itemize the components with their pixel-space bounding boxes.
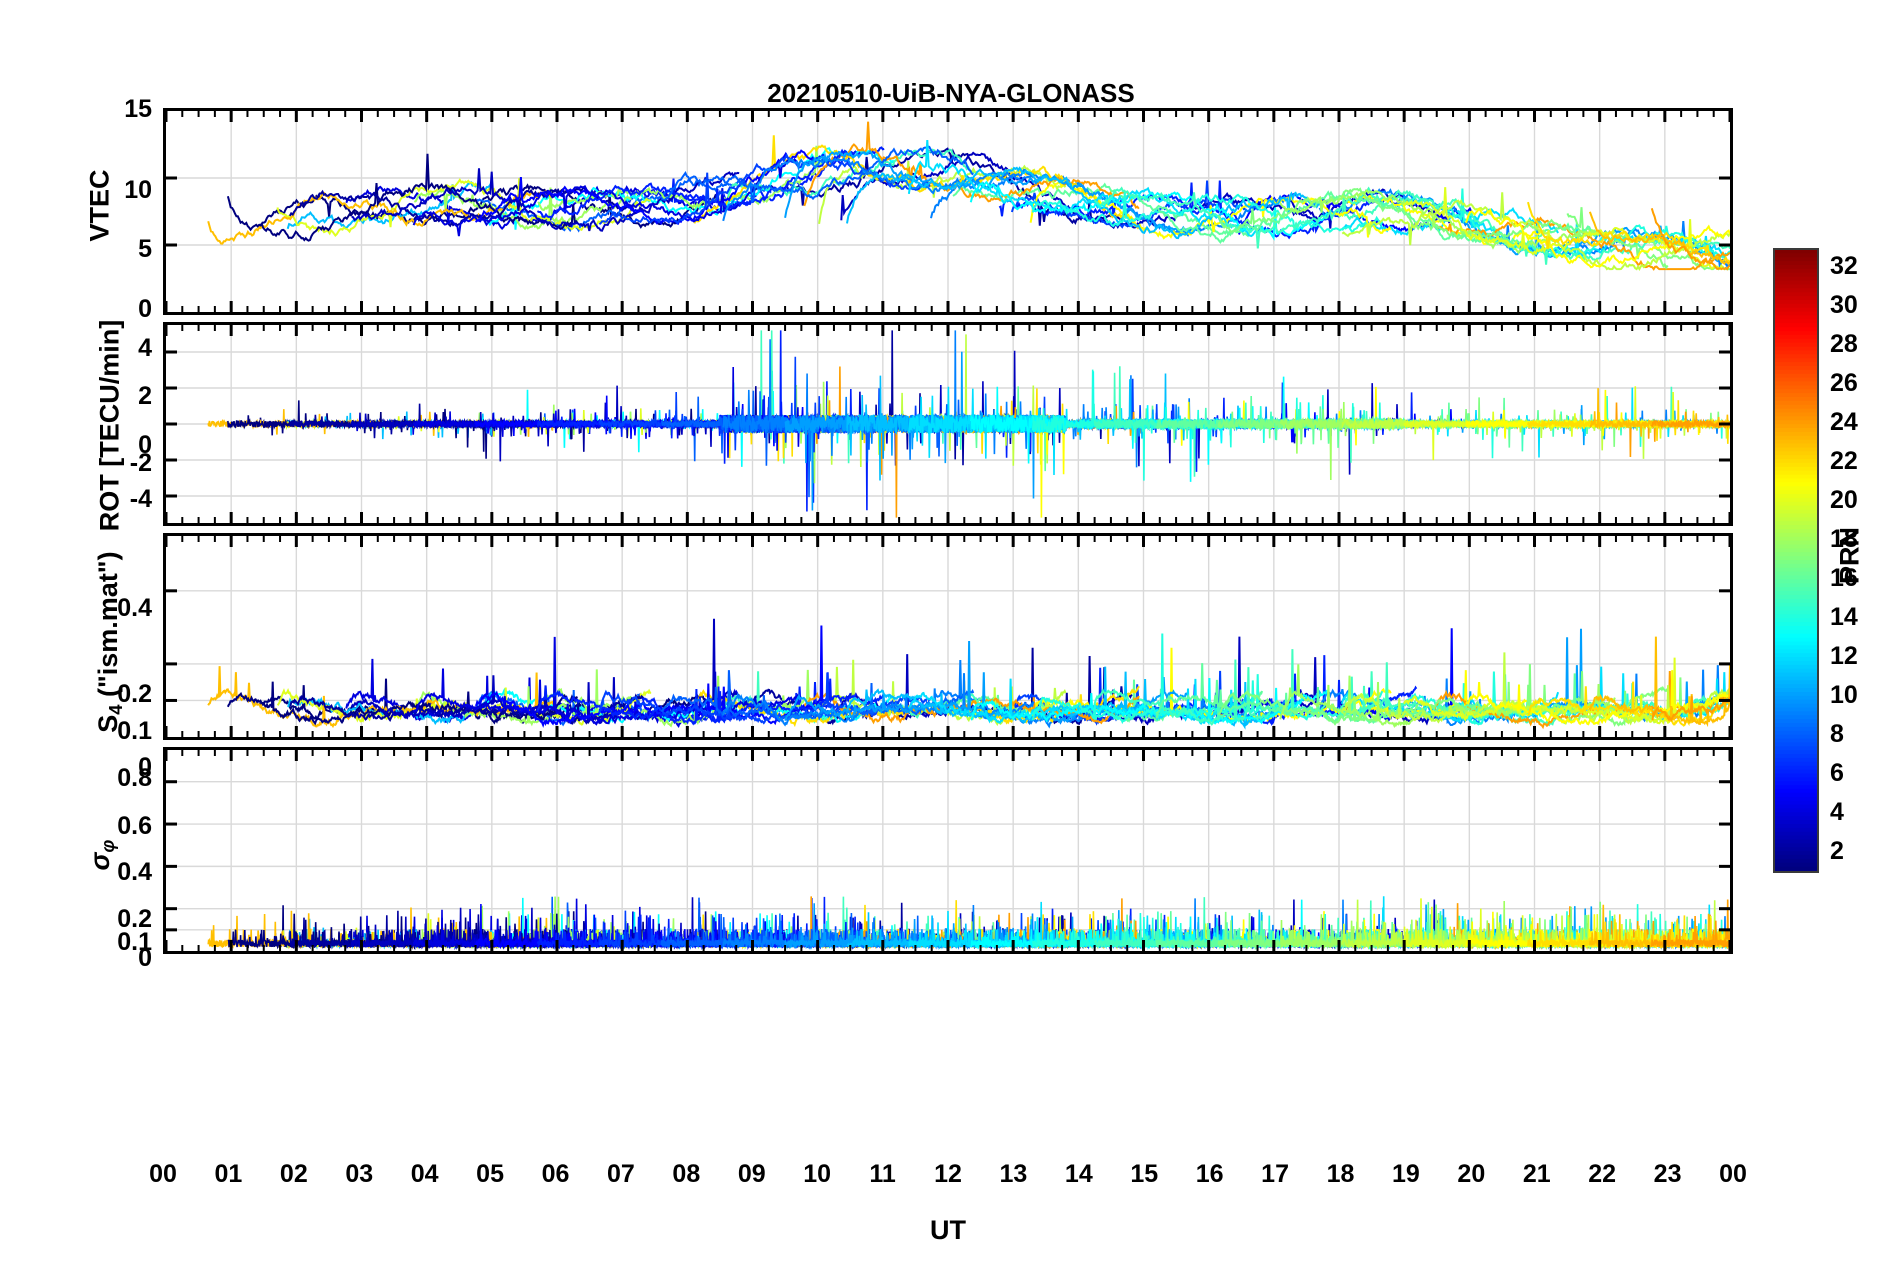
x-axis-tick: 09 bbox=[737, 1160, 766, 1188]
page-title: 20210510-UiB-NYA-GLONASS bbox=[767, 78, 1135, 108]
colorbar-tick: 6 bbox=[1830, 759, 1844, 788]
x-axis-tick: 08 bbox=[672, 1160, 701, 1188]
colorbar-tick: 20 bbox=[1830, 485, 1858, 514]
phi-symbol: φ bbox=[97, 839, 119, 853]
rot-ytick: -2 bbox=[129, 449, 152, 477]
colorbar-tick: 30 bbox=[1830, 290, 1858, 319]
x-axis-tick: 02 bbox=[279, 1160, 308, 1188]
s4-plot bbox=[166, 536, 1730, 737]
x-axis-tick: 04 bbox=[410, 1160, 439, 1188]
sigma-ytick: 0.2 bbox=[117, 905, 152, 933]
colorbar-tick: 26 bbox=[1830, 368, 1858, 397]
x-axis-tick: 15 bbox=[1130, 1160, 1159, 1188]
x-axis-tick: 00 bbox=[1719, 1160, 1747, 1188]
x-axis-tick: 07 bbox=[607, 1160, 635, 1188]
x-axis-tick: 12 bbox=[934, 1160, 962, 1188]
x-axis-tick: 21 bbox=[1522, 1160, 1551, 1188]
panel-vtec bbox=[163, 108, 1733, 315]
x-axis-tick: 22 bbox=[1588, 1160, 1617, 1188]
colorbar-tick: 24 bbox=[1830, 407, 1858, 436]
sigma-phi-plot bbox=[166, 750, 1730, 951]
colorbar-tick: 12 bbox=[1830, 642, 1858, 671]
x-axis-tick: 19 bbox=[1392, 1160, 1420, 1188]
rot-ytick: 2 bbox=[138, 382, 152, 410]
rot-ytick: 4 bbox=[138, 334, 152, 362]
x-axis-tick: 18 bbox=[1326, 1160, 1355, 1188]
panel-sigma-phi bbox=[163, 747, 1733, 954]
x-axis-tick: 20 bbox=[1457, 1160, 1486, 1188]
s4-ytick: 0.4 bbox=[117, 594, 152, 622]
colorbar-tick: 28 bbox=[1830, 329, 1858, 358]
vtec-ytick: 5 bbox=[138, 235, 152, 263]
x-axis-tick: 03 bbox=[345, 1160, 374, 1188]
panel-rot bbox=[163, 322, 1733, 526]
rot-plot bbox=[166, 325, 1730, 523]
colorbar-tick: 18 bbox=[1830, 524, 1858, 553]
vtec-ytick: 0 bbox=[138, 295, 152, 323]
colorbar-tick: 4 bbox=[1830, 798, 1844, 827]
x-axis-tick: 13 bbox=[999, 1160, 1028, 1188]
x-axis-tick: 11 bbox=[869, 1160, 896, 1188]
panel-s4 bbox=[163, 533, 1733, 740]
sigma-ytick: 0.6 bbox=[117, 812, 152, 840]
colorbar-tick: 2 bbox=[1830, 837, 1844, 866]
vtec-ytick: 15 bbox=[124, 95, 152, 123]
s4-ytick: 0 bbox=[138, 753, 152, 781]
sigma-ytick: 0.8 bbox=[117, 764, 152, 792]
x-axis-tick: 14 bbox=[1064, 1160, 1093, 1188]
x-axis-tick: 01 bbox=[214, 1160, 243, 1188]
x-axis-tick: 16 bbox=[1195, 1160, 1224, 1188]
sigma-ytick: 0.4 bbox=[117, 858, 152, 886]
x-axis-tick: 06 bbox=[541, 1160, 570, 1188]
rot-ytick: -4 bbox=[129, 485, 152, 513]
colorbar-label: PRN bbox=[1834, 527, 1865, 585]
x-axis-tick: 17 bbox=[1261, 1160, 1289, 1188]
s4-ytick: 0.1 bbox=[117, 717, 152, 745]
x-axis-tick: 10 bbox=[803, 1160, 832, 1188]
colorbar-tick: 22 bbox=[1830, 446, 1858, 475]
rot-ytick: 0 bbox=[138, 431, 152, 459]
s4-ytick: 0.2 bbox=[117, 680, 152, 708]
colorbar-tick: 32 bbox=[1830, 251, 1858, 280]
x-axis-label: UT bbox=[930, 1215, 966, 1245]
vtec-plot bbox=[166, 111, 1730, 312]
vtec-ytick: 10 bbox=[124, 176, 152, 204]
x-axis-tick: 00 bbox=[149, 1160, 177, 1188]
sigma-ytick: 0.1 bbox=[117, 928, 152, 956]
x-axis-tick: 23 bbox=[1653, 1160, 1682, 1188]
x-axis-tick: 05 bbox=[476, 1160, 504, 1188]
colorbar-tick: 8 bbox=[1830, 720, 1844, 749]
colorbar-tick: 16 bbox=[1830, 564, 1858, 593]
colorbar bbox=[1773, 248, 1819, 873]
colorbar-tick: 14 bbox=[1830, 603, 1858, 632]
colorbar-tick: 10 bbox=[1830, 681, 1858, 710]
sigma-ytick: 0 bbox=[138, 944, 152, 972]
